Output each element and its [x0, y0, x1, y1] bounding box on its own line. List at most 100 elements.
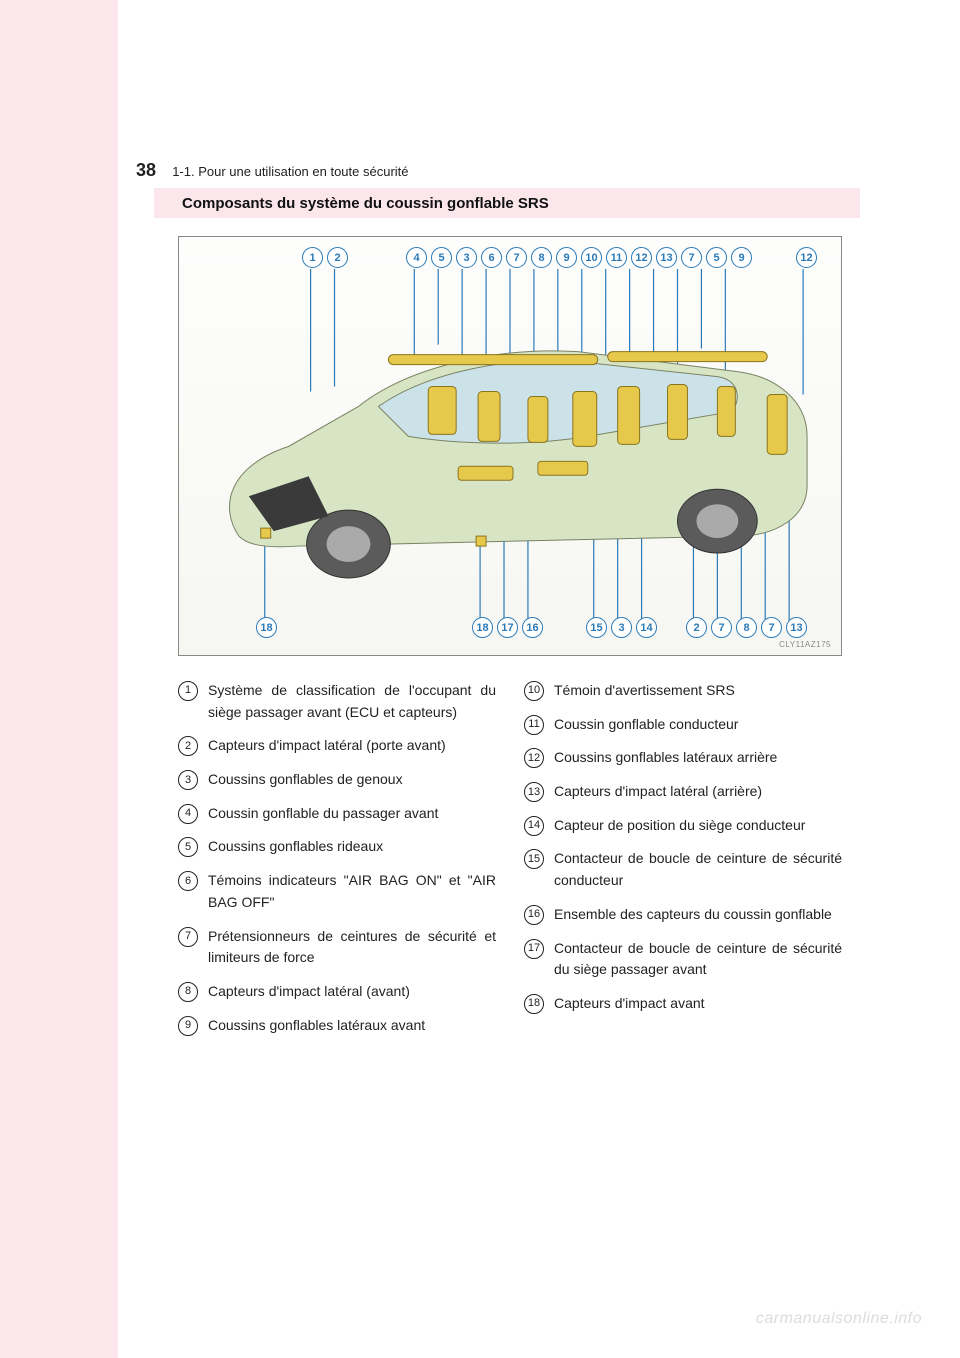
manual-page: 38 1-1. Pour une utilisation en toute sé…	[0, 0, 960, 1358]
callout-num: 8	[736, 617, 757, 638]
legend-num: 10	[524, 681, 544, 701]
callout-num: 2	[686, 617, 707, 638]
legend-text: Coussins gonflables latéraux avant	[208, 1015, 496, 1037]
legend-text: Contacteur de boucle de ceinture de sécu…	[554, 848, 842, 891]
legend-num: 2	[178, 736, 198, 756]
diagram-svg	[179, 237, 841, 656]
section-title-bar: Composants du système du coussin gonflab…	[154, 188, 860, 218]
legend-text: Coussin gonflable conducteur	[554, 714, 842, 736]
legend-text: Coussins gonflables latéraux arrière	[554, 747, 842, 769]
legend-num: 4	[178, 804, 198, 824]
legend-text: Témoins indicateurs "AIR BAG ON" et "AIR…	[208, 870, 496, 913]
callout-num: 17	[497, 617, 518, 638]
callout-num: 6	[481, 247, 502, 268]
legend-num: 18	[524, 994, 544, 1014]
page-header: 38 1-1. Pour une utilisation en toute sé…	[136, 160, 409, 181]
legend-item: 6 Témoins indicateurs "AIR BAG ON" et "AI…	[178, 870, 496, 913]
callout-num: 1	[302, 247, 323, 268]
chapter-tab	[0, 0, 118, 1358]
legend-num: 13	[524, 782, 544, 802]
legend-text: Contacteur de boucle de ceinture de sécu…	[554, 938, 842, 981]
callout-top-g1: 1 2	[301, 247, 349, 268]
callout-num: 11	[606, 247, 627, 268]
callout-num: 5	[431, 247, 452, 268]
legend-item: 1 Système de classification de l'occupant…	[178, 680, 496, 723]
legend-item: 5 Coussins gonflables rideaux	[178, 836, 496, 858]
legend-num: 1	[178, 681, 198, 701]
legend-item: 3 Coussins gonflables de genoux	[178, 769, 496, 791]
legend-num: 7	[178, 927, 198, 947]
legend-num: 16	[524, 905, 544, 925]
callout-num: 7	[506, 247, 527, 268]
legend-num: 14	[524, 816, 544, 836]
callout-row-top: 1 2 4 5 3 6 7 8 9 10 11 12 13 7 5 9 12	[179, 247, 841, 277]
callout-num: 10	[581, 247, 602, 268]
callout-num: 8	[531, 247, 552, 268]
legend-text: Ensemble des capteurs du coussin gonflab…	[554, 904, 842, 926]
legend-item: 14 Capteur de position du siège conducteu…	[524, 815, 842, 837]
callout-num: 7	[681, 247, 702, 268]
diagram-code: CLY11AZ175	[779, 640, 831, 649]
srs-diagram: 1 2 4 5 3 6 7 8 9 10 11 12 13 7 5 9 12	[178, 236, 842, 656]
legend-text: Prétensionneurs de ceintures de sécurité…	[208, 926, 496, 969]
callout-num: 5	[706, 247, 727, 268]
callout-num: 3	[456, 247, 477, 268]
legend-text: Capteurs d'impact latéral (avant)	[208, 981, 496, 1003]
legend-text: Capteurs d'impact latéral (porte avant)	[208, 735, 496, 757]
legend-num: 8	[178, 982, 198, 1002]
legend-num: 12	[524, 748, 544, 768]
callout-bot-g2: 18 17 16	[471, 617, 544, 638]
callout-row-bottom: 18 18 17 16 15 3 14 2 7 8 7 13	[179, 617, 841, 647]
callout-num: 13	[786, 617, 807, 638]
legend-item: 13Capteurs d'impact latéral (arrière)	[524, 781, 842, 803]
legend-text: Système de classification de l'occupant …	[208, 680, 496, 723]
legend-text: Coussins gonflables de genoux	[208, 769, 496, 791]
legend-num: 15	[524, 849, 544, 869]
callout-num: 9	[731, 247, 752, 268]
legend-item: 11 Coussin gonflable conducteur	[524, 714, 842, 736]
callout-num: 14	[636, 617, 657, 638]
callout-num: 18	[256, 617, 277, 638]
callout-num: 12	[796, 247, 817, 268]
callout-num: 7	[711, 617, 732, 638]
legend-num: 3	[178, 770, 198, 790]
car-illustration	[229, 351, 807, 578]
legend-item: 2 Capteurs d'impact latéral (porte avant)	[178, 735, 496, 757]
legend-text: Capteurs d'impact avant	[554, 993, 842, 1015]
callout-num: 12	[631, 247, 652, 268]
section-code: 1-1. Pour une utilisation en toute sécur…	[172, 164, 408, 179]
legend-columns: 1 Système de classification de l'occupant…	[178, 680, 842, 1048]
legend-item: 4 Coussin gonflable du passager avant	[178, 803, 496, 825]
legend-num: 17	[524, 939, 544, 959]
callout-bot-g3: 15 3 14	[585, 617, 658, 638]
callout-bot-g1: 18	[255, 617, 278, 638]
callout-num: 7	[761, 617, 782, 638]
legend-text: Coussins gonflables rideaux	[208, 836, 496, 858]
callout-num: 13	[656, 247, 677, 268]
callout-num: 4	[406, 247, 427, 268]
callout-num: 2	[327, 247, 348, 268]
callout-num: 9	[556, 247, 577, 268]
watermark: carmanualsonline.info	[756, 1310, 922, 1328]
legend-item: 12 Coussins gonflables latéraux arrière	[524, 747, 842, 769]
callout-top-g2: 4 5 3 6 7 8 9 10 11 12 13 7 5 9	[405, 247, 753, 268]
callout-num: 16	[522, 617, 543, 638]
legend-num: 5	[178, 837, 198, 857]
section-title: Composants du système du coussin gonflab…	[182, 195, 549, 212]
legend-item: 16 Ensemble des capteurs du coussin gonfl…	[524, 904, 842, 926]
page-number: 38	[136, 160, 156, 180]
legend-col-left: 1 Système de classification de l'occupant…	[178, 680, 496, 1048]
legend-num: 6	[178, 871, 198, 891]
legend-item: 9Coussins gonflables latéraux avant	[178, 1015, 496, 1037]
legend-item: 7 Prétensionneurs de ceintures de sécurit…	[178, 926, 496, 969]
legend-item: 18 Capteurs d'impact avant	[524, 993, 842, 1015]
legend-text: Témoin d'avertissement SRS	[554, 680, 842, 702]
legend-num: 11	[524, 715, 544, 735]
legend-text: Coussin gonflable du passager avant	[208, 803, 496, 825]
legend-item: 8 Capteurs d'impact latéral (avant)	[178, 981, 496, 1003]
legend-item: 17 Contacteur de boucle de ceinture de sé…	[524, 938, 842, 981]
legend-col-right: 10 Témoin d'avertissement SRS 11 Coussin g…	[524, 680, 842, 1048]
callout-num: 18	[472, 617, 493, 638]
legend-text: Capteur de position du siège conducteur	[554, 815, 842, 837]
callout-num: 15	[586, 617, 607, 638]
